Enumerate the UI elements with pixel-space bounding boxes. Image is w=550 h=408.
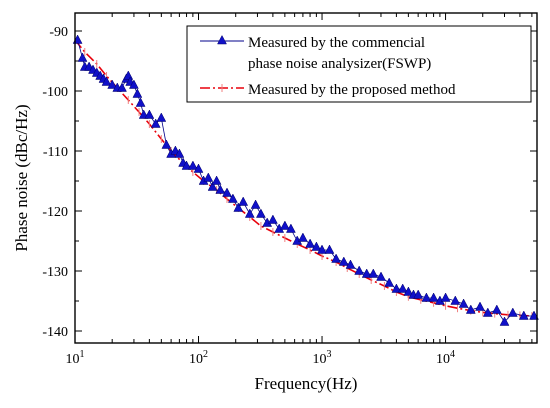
fswp-point [421, 292, 432, 302]
fswp-point [233, 202, 244, 212]
fswp-point [267, 214, 278, 224]
fswp-point [475, 301, 485, 311]
fswp-point [413, 289, 424, 299]
x-tick-base: 10 [66, 352, 80, 367]
fswp-point [311, 241, 322, 251]
y-tick-label: -100 [42, 85, 68, 100]
legend-fswp-marker [217, 34, 227, 45]
fswp-point [368, 268, 379, 278]
x-tick-exponent: 1 [80, 349, 85, 360]
fswp-point [244, 208, 255, 218]
legend-box [186, 25, 532, 103]
fswp-point [465, 304, 476, 314]
y-tick-label: -130 [42, 265, 68, 280]
fswp-point [101, 76, 112, 86]
y-tick-label: -110 [43, 145, 68, 160]
fswp-point [135, 97, 146, 107]
fswp-point [450, 295, 461, 305]
fswp-point [305, 238, 316, 248]
fswp-point [156, 112, 167, 122]
x-tick-label: 103 [313, 349, 332, 367]
fswp-point [255, 208, 266, 218]
fswp-point [250, 199, 261, 209]
fswp-point [361, 268, 372, 278]
fswp-point [440, 292, 451, 302]
series-fswp [72, 34, 539, 326]
y-tick-label: -120 [42, 205, 68, 220]
fswp-point [376, 271, 386, 281]
fswp-point [132, 88, 143, 98]
fswp-point [338, 256, 349, 266]
fswp-point [507, 307, 518, 317]
fswp-point [227, 193, 238, 203]
fswp-point [117, 82, 127, 92]
fswp-point [150, 118, 161, 128]
fswp-point [297, 232, 308, 242]
fswp-point [161, 139, 172, 149]
fswp-point [384, 277, 395, 287]
fswp-point [77, 52, 88, 62]
fswp-point [518, 310, 529, 320]
x-tick-base: 10 [189, 352, 203, 367]
fswp-point [391, 283, 402, 293]
x-tick-layer: 101 102 103 104 [66, 13, 533, 367]
plot-frame [74, 12, 538, 344]
fswp-point [331, 253, 342, 263]
fswp-point [482, 307, 493, 317]
y-tick-label: -140 [42, 325, 68, 340]
fswp-point [345, 259, 356, 269]
fswp-point [211, 175, 222, 185]
x-axis-label: Frequency(Hz) [255, 374, 358, 393]
fswp-point [215, 184, 226, 194]
legend-proposed-label: Measured by the proposed method [248, 82, 456, 98]
x-tick-exponent: 4 [450, 349, 455, 360]
x-tick-base: 10 [436, 352, 450, 367]
y-tick-label: -90 [49, 25, 68, 40]
fswp-point [107, 79, 118, 89]
fswp-point [397, 283, 408, 293]
fswp-point [222, 187, 232, 197]
fswp-point [279, 220, 290, 230]
y-tick-layer: -90 -100 -110 -120 -130 -140 [42, 25, 537, 340]
fswp-point [203, 172, 214, 182]
fswp-point [499, 316, 510, 326]
fswp-point [238, 196, 249, 206]
fswp-point [317, 244, 327, 254]
fswp-point [144, 109, 155, 119]
x-tick-base: 10 [313, 352, 327, 367]
legend-fswp-label-line2: phase noise analysizer(FSWP) [248, 56, 431, 72]
x-tick-exponent: 2 [203, 349, 208, 360]
legend: Measured by the commencial phase noise an… [186, 25, 532, 103]
y-axis-label: Phase noise (dBc/Hz) [12, 104, 31, 251]
fswp-point [128, 79, 139, 89]
fswp-point [324, 244, 335, 254]
x-tick-exponent: 3 [327, 349, 332, 360]
fswp-point [491, 304, 502, 314]
fswp-point [285, 223, 296, 233]
x-tick-label: 101 [66, 349, 85, 367]
legend-fswp-label-line1: Measured by the commencial [248, 35, 425, 51]
x-tick-label: 104 [436, 349, 455, 367]
fswp-point [174, 148, 185, 158]
x-tick-label: 102 [189, 349, 208, 367]
fswp-point [187, 160, 198, 170]
fswp-point [403, 286, 414, 296]
fswp-point [181, 160, 192, 170]
fswp-point [354, 265, 365, 275]
fswp-point [207, 181, 218, 191]
fswp-point [428, 292, 439, 302]
series-layer [72, 34, 539, 326]
fswp-point [529, 310, 539, 320]
fswp-point [458, 298, 469, 308]
fswp-point [193, 163, 204, 173]
